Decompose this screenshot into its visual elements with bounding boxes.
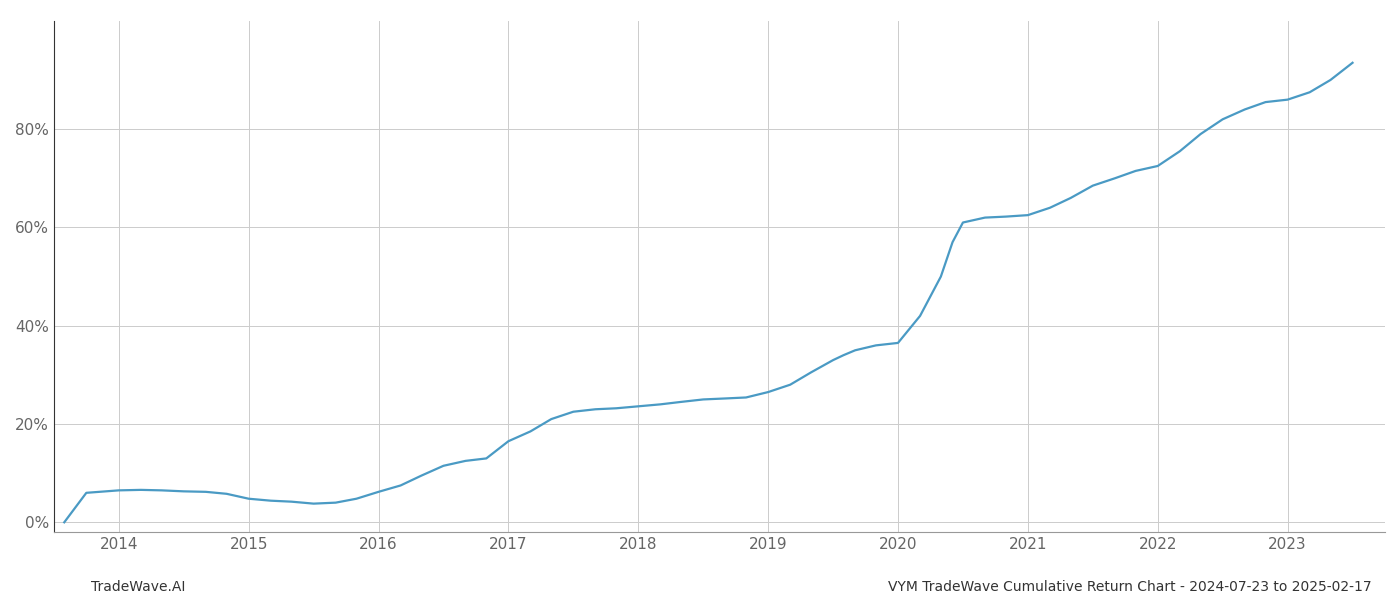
Text: VYM TradeWave Cumulative Return Chart - 2024-07-23 to 2025-02-17: VYM TradeWave Cumulative Return Chart - … — [889, 580, 1372, 594]
Text: TradeWave.AI: TradeWave.AI — [91, 580, 185, 594]
